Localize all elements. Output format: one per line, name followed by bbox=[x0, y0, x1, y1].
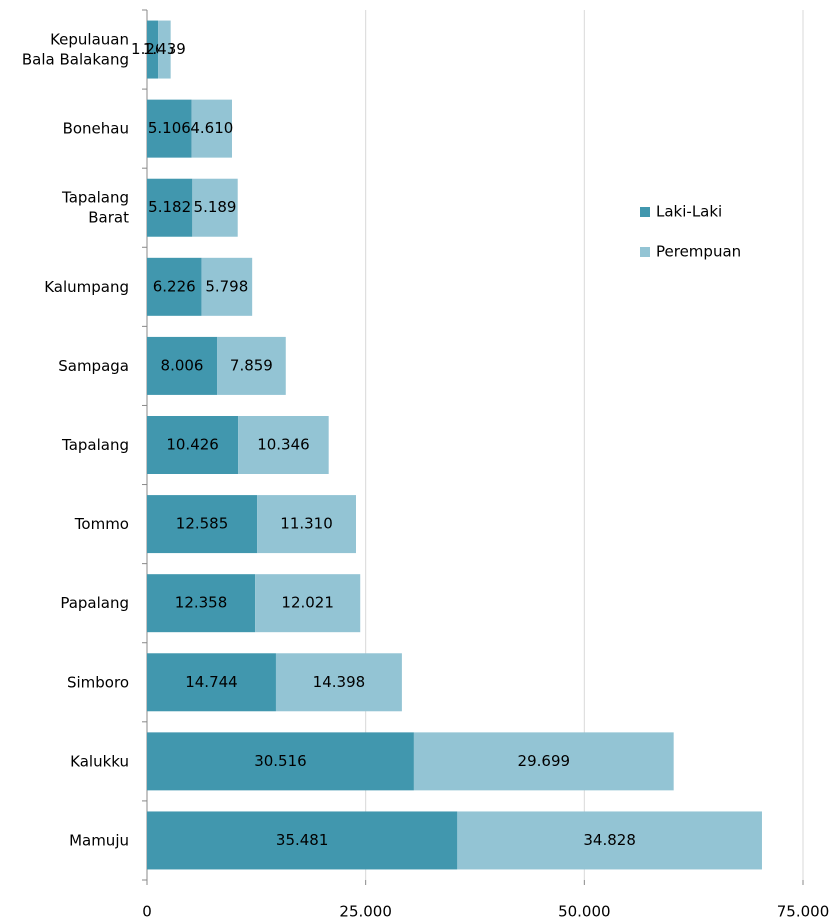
y-tick-label: Kalukku bbox=[70, 752, 129, 770]
data-label: 12.021 bbox=[281, 594, 334, 612]
y-tick-label: Simboro bbox=[67, 673, 129, 691]
bar-segment bbox=[147, 178, 193, 237]
y-tick-label: Tapalang bbox=[61, 436, 129, 454]
data-label: 34.828 bbox=[583, 831, 636, 849]
y-tick-label: Tommo bbox=[74, 515, 129, 533]
y-tick-label: Bonehau bbox=[63, 119, 129, 137]
data-label: 14.744 bbox=[185, 673, 238, 691]
legend-swatch bbox=[640, 207, 650, 217]
data-label: 35.481 bbox=[276, 831, 329, 849]
data-label: 11.310 bbox=[280, 515, 333, 533]
data-label: 1.439 bbox=[143, 40, 186, 58]
legend-label: Perempuan bbox=[656, 243, 741, 261]
bar-segment bbox=[147, 811, 458, 870]
bar-segment bbox=[147, 336, 218, 395]
legend-label: Laki-Laki bbox=[656, 203, 722, 221]
y-tick-label: Papalang bbox=[60, 594, 129, 612]
bar-segment bbox=[147, 20, 159, 79]
bar-segment bbox=[147, 257, 202, 316]
y-tick-label: Kepulauan Bala Balakang bbox=[22, 30, 129, 68]
legend-swatch bbox=[640, 247, 650, 257]
bar-segment bbox=[147, 574, 256, 633]
data-label: 29.699 bbox=[518, 752, 571, 770]
x-tick-label: 0 bbox=[142, 903, 152, 921]
bar-segment bbox=[147, 653, 276, 712]
data-label: 5.182 bbox=[148, 198, 191, 216]
bar-segment bbox=[147, 99, 192, 158]
data-label: 10.426 bbox=[166, 436, 219, 454]
bar-segment bbox=[147, 416, 239, 474]
data-label: 5.798 bbox=[205, 277, 248, 295]
bar-segment bbox=[275, 653, 402, 712]
bar-segment bbox=[191, 99, 232, 158]
x-tick-label: 75.000 bbox=[777, 903, 830, 921]
x-tick-label: 25.000 bbox=[339, 903, 392, 921]
bar-segment bbox=[257, 495, 357, 554]
y-tick-label: Kalumpang bbox=[44, 277, 129, 295]
bar-segment bbox=[238, 416, 329, 474]
bar-segment bbox=[147, 732, 414, 791]
bar-segment bbox=[255, 574, 361, 633]
data-label: 5.106 bbox=[148, 119, 191, 137]
data-label: 4.610 bbox=[190, 119, 233, 137]
data-label: 30.516 bbox=[254, 752, 307, 770]
y-tick-label: Tapalang Barat bbox=[61, 188, 129, 226]
data-label: 7.859 bbox=[230, 356, 273, 374]
bar-segment bbox=[413, 732, 674, 791]
data-label: 12.358 bbox=[175, 594, 228, 612]
bar-segment bbox=[201, 257, 253, 316]
bar-segment bbox=[457, 811, 762, 870]
data-label: 8.006 bbox=[161, 356, 204, 374]
data-label: 14.398 bbox=[313, 673, 366, 691]
x-tick-label: 50.000 bbox=[558, 903, 611, 921]
bar-segment bbox=[147, 495, 258, 554]
data-label: 10.346 bbox=[257, 436, 310, 454]
y-tick-label: Mamuju bbox=[69, 831, 129, 849]
bar-segment bbox=[158, 20, 171, 79]
bar-segment bbox=[217, 336, 286, 395]
bar-segment bbox=[192, 178, 238, 237]
data-label: 5.189 bbox=[194, 198, 237, 216]
y-tick-label: Sampaga bbox=[58, 356, 129, 374]
data-label: 6.226 bbox=[153, 277, 196, 295]
data-label: 12.585 bbox=[176, 515, 229, 533]
